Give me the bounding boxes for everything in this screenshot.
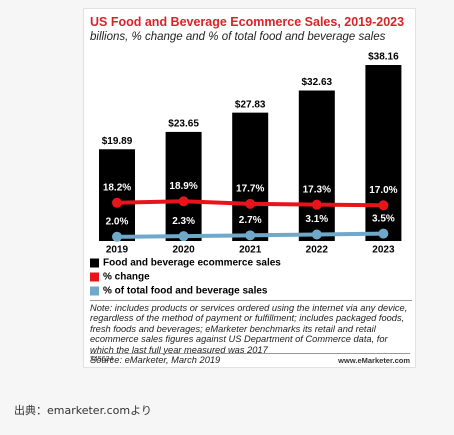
line-marker — [245, 198, 256, 209]
legend-label: Food and beverage ecommerce sales — [103, 258, 281, 269]
line-marker — [245, 230, 256, 241]
logo: www.eMarketer.com — [338, 356, 410, 365]
x-tick-label: 2021 — [239, 245, 262, 256]
legend-label: % of total food and beverage sales — [103, 286, 268, 297]
line-value-label: 17.0% — [369, 185, 397, 196]
bar — [298, 90, 335, 241]
line-marker — [178, 196, 189, 207]
bar-value-label: $27.83 — [235, 99, 266, 110]
bar — [99, 149, 135, 241]
line-value-label: 18.9% — [169, 181, 197, 192]
chart-title: US Food and Beverage Ecommerce Sales, 20… — [90, 15, 405, 29]
line-value-label: 2.3% — [172, 216, 195, 227]
caption: 出典：emarketer.comより — [14, 404, 152, 417]
line-value-label: 2.7% — [239, 215, 262, 226]
line-value-label: 18.2% — [103, 182, 131, 193]
bar-value-label: $23.65 — [168, 119, 199, 130]
bar-value-label: $38.16 — [368, 52, 399, 63]
legend-swatch — [90, 272, 99, 282]
line-value-label: 17.3% — [303, 184, 331, 195]
line-marker — [378, 200, 389, 211]
line-marker — [311, 229, 322, 240]
line-marker — [112, 197, 122, 208]
x-tick-label: 2022 — [306, 245, 329, 256]
source: Source: eMarketer, March 2019 — [90, 355, 221, 366]
line-marker — [178, 231, 189, 242]
legend-swatch — [90, 258, 99, 268]
bar — [165, 131, 202, 241]
line-marker — [311, 199, 322, 210]
notes: Note: includes products or services orde… — [90, 300, 412, 365]
bar-value-label: $32.63 — [302, 77, 333, 88]
bar — [365, 65, 402, 241]
legend-label: % change — [103, 272, 150, 283]
bar — [232, 112, 269, 241]
note: Note: includes products or services orde… — [90, 303, 408, 355]
line-value-label: 2.0% — [106, 216, 129, 227]
x-tick-label: 2023 — [372, 245, 395, 256]
bar-value-label: $19.89 — [102, 136, 133, 147]
x-tick-label: 2020 — [172, 245, 195, 256]
chart-card: US Food and Beverage Ecommerce Sales, 20… — [83, 8, 416, 368]
line-marker — [112, 231, 122, 242]
line-marker — [378, 228, 389, 239]
line-value-label: 17.7% — [236, 183, 264, 194]
line-value-label: 3.1% — [305, 214, 328, 225]
plot: $19.89 $23.65 $27.83 $32.63 $38.16 18.2% 18.9%… — [90, 52, 402, 297]
x-tick-label: 2019 — [106, 245, 129, 256]
chart-subtitle: billions, % change and % of total food a… — [90, 31, 386, 43]
footer: 245624 www.eMarketer.com — [90, 353, 410, 365]
line-value-label: 3.5% — [372, 213, 395, 224]
legend-swatch — [90, 286, 99, 296]
chart-id: 245624 — [90, 356, 114, 363]
